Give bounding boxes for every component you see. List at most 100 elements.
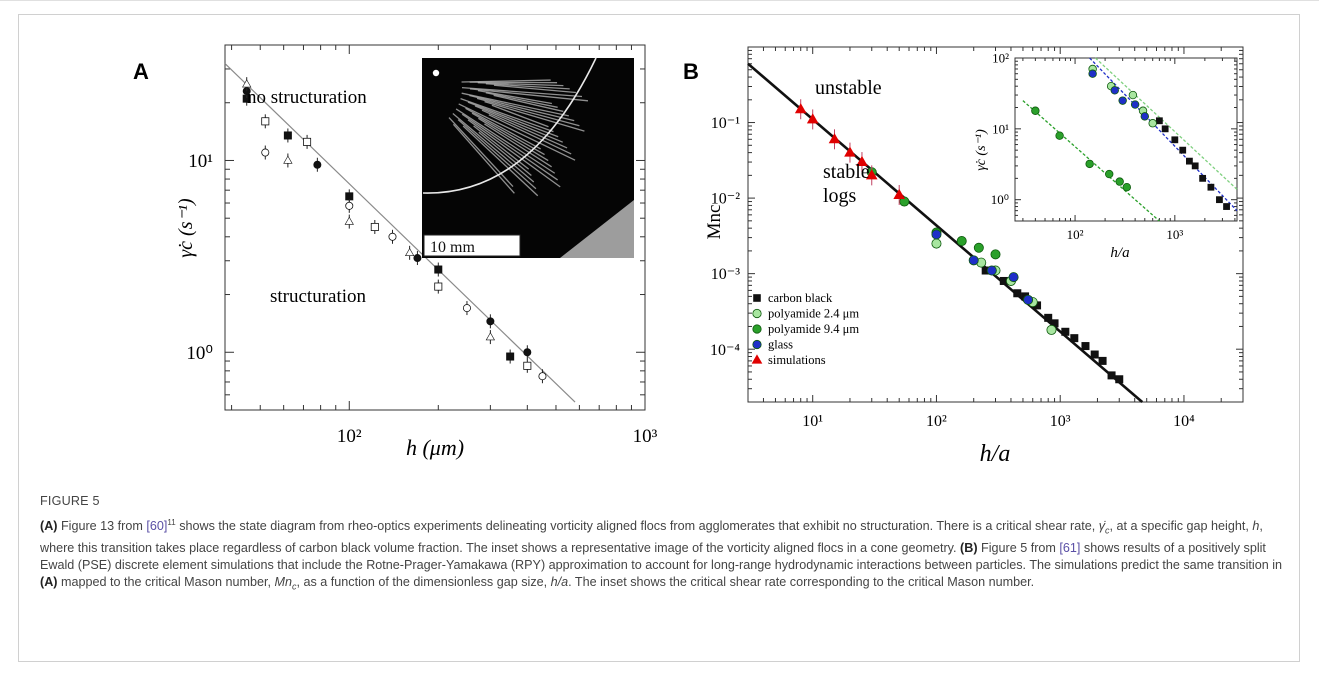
inset-data-point <box>1055 131 1064 140</box>
legend-label: polyamide 2.4 μm <box>768 307 859 321</box>
x-tick-label: 10² <box>926 413 947 430</box>
data-point-circle <box>956 236 967 247</box>
data-point-square <box>1061 327 1070 336</box>
panel-a-points <box>242 77 547 384</box>
data-point <box>303 137 312 146</box>
data-point-square <box>1090 350 1099 359</box>
panel-b-points <box>794 99 1124 384</box>
data-point-square <box>1115 375 1124 384</box>
inset-scale-box <box>423 234 521 257</box>
inset-data-point <box>1122 183 1131 192</box>
caption-ref-60[interactable]: [60] <box>146 519 168 534</box>
inset-data-point <box>1105 169 1114 179</box>
caption-b-part2: shows results of a positively split Ewal… <box>40 540 1283 572</box>
inset-data-point <box>1207 183 1215 191</box>
caption-a-part2: shows the state diagram from rheo-optics… <box>175 519 1099 534</box>
data-point-square <box>1081 342 1090 351</box>
floc-streak <box>481 109 568 149</box>
floc-streak <box>493 94 564 113</box>
data-point-triangle <box>806 113 819 124</box>
data-point-square <box>1107 371 1116 380</box>
data-point-triangle <box>856 155 868 167</box>
floc-streak <box>458 103 576 161</box>
panel-b-inset-x-label: h/a <box>1110 245 1129 261</box>
y-tick-label: 10⁰ <box>186 343 213 364</box>
data-point-triangle <box>893 188 906 199</box>
inset-data-point <box>1031 106 1040 115</box>
inset-data-point <box>1216 196 1223 204</box>
floc-streak <box>457 119 537 190</box>
legend-label: simulations <box>768 353 826 367</box>
data-point-square <box>1070 334 1079 343</box>
panel-b-label-stable: stable <box>823 161 870 183</box>
data-point-circle <box>931 238 942 249</box>
data-point <box>261 117 270 126</box>
data-point <box>485 332 496 341</box>
legend-marker <box>751 354 763 364</box>
floc-streak <box>493 84 576 94</box>
caption-h: h <box>1252 519 1260 534</box>
panel-a-x-axis-label: h (μm) <box>406 435 464 460</box>
caption-gamma: γ̇ <box>1098 519 1106 534</box>
data-point <box>434 265 443 274</box>
inset-data-point <box>1161 125 1169 133</box>
floc-streak <box>455 108 556 174</box>
data-point <box>538 372 547 381</box>
caption-a-part1: Figure 13 from <box>57 519 147 534</box>
panel-a-ticks: 10² 10³ 10⁰ 10¹ <box>186 44 658 447</box>
inset-data-point <box>1199 174 1207 182</box>
x-tick-label: 10² <box>337 426 362 447</box>
panel-b-label-logs: logs <box>823 185 857 207</box>
x-tick-label: 10³ <box>1166 227 1183 242</box>
floc-streak <box>471 112 545 156</box>
caption-mn: Mn <box>274 574 293 589</box>
inset-white-dot <box>432 69 440 77</box>
x-tick-label: 10¹ <box>802 413 823 430</box>
floc-streak <box>465 107 541 150</box>
panel-b-inset-frame <box>1014 57 1238 222</box>
caption-a-label: (A) <box>40 519 58 534</box>
data-point-circle <box>1046 324 1057 335</box>
data-point-triangle <box>794 103 807 114</box>
inset-data-point <box>1118 96 1127 105</box>
caption-gamma-sub: c <box>1105 525 1110 536</box>
data-point-circle <box>968 255 979 266</box>
panel-b-y-axis-label: Mnc <box>704 205 725 240</box>
floc-streak <box>469 94 575 122</box>
panel-b-inset-y-label: γ̇c (s⁻¹) <box>974 129 989 171</box>
caption-b-part4: , as a function of the dimensionless gap… <box>296 574 551 589</box>
data-point-circle <box>1023 294 1034 305</box>
floc-streak <box>469 88 589 102</box>
floc-streak <box>467 119 561 188</box>
caption-footnote-11: 11 <box>167 518 176 527</box>
x-tick-label: 10³ <box>633 426 658 447</box>
y-tick-label: 10⁻¹ <box>711 115 740 132</box>
panel-b-letter: B <box>683 59 699 84</box>
data-point-circle <box>990 249 1001 260</box>
panel-a-inset-image: 10 mm <box>422 57 634 258</box>
caption-ha: h/a <box>550 574 569 589</box>
inset-data-point <box>1140 112 1149 121</box>
inset-data-point <box>1110 86 1119 95</box>
y-tick-label: 10¹ <box>188 151 213 172</box>
legend-marker <box>752 308 762 319</box>
caption-ref-61[interactable]: [61] <box>1059 540 1081 555</box>
inset-data-point <box>1115 177 1124 186</box>
floc-streak <box>474 105 563 143</box>
x-tick-label: 10⁴ <box>1173 413 1195 430</box>
legend-marker <box>752 339 762 350</box>
floc-streak <box>461 86 583 98</box>
data-point <box>388 232 397 241</box>
floc-streak <box>469 81 558 84</box>
data-point-circle <box>899 196 910 207</box>
panel-b-label-unstable: unstable <box>815 77 882 99</box>
caption-b-a-ref: (A) <box>40 574 58 589</box>
floc-streak <box>484 123 552 168</box>
inset-data-point <box>1191 162 1199 170</box>
data-point <box>283 155 293 164</box>
panel-a-chart: A 10² 10³ 10⁰ 10¹ no structuration structur… <box>133 44 658 460</box>
caption-b-part5: . The inset shows the critical shear rat… <box>568 574 1035 589</box>
top-rule <box>0 0 1319 1</box>
caption-b-part1: Figure 5 from <box>977 540 1060 555</box>
